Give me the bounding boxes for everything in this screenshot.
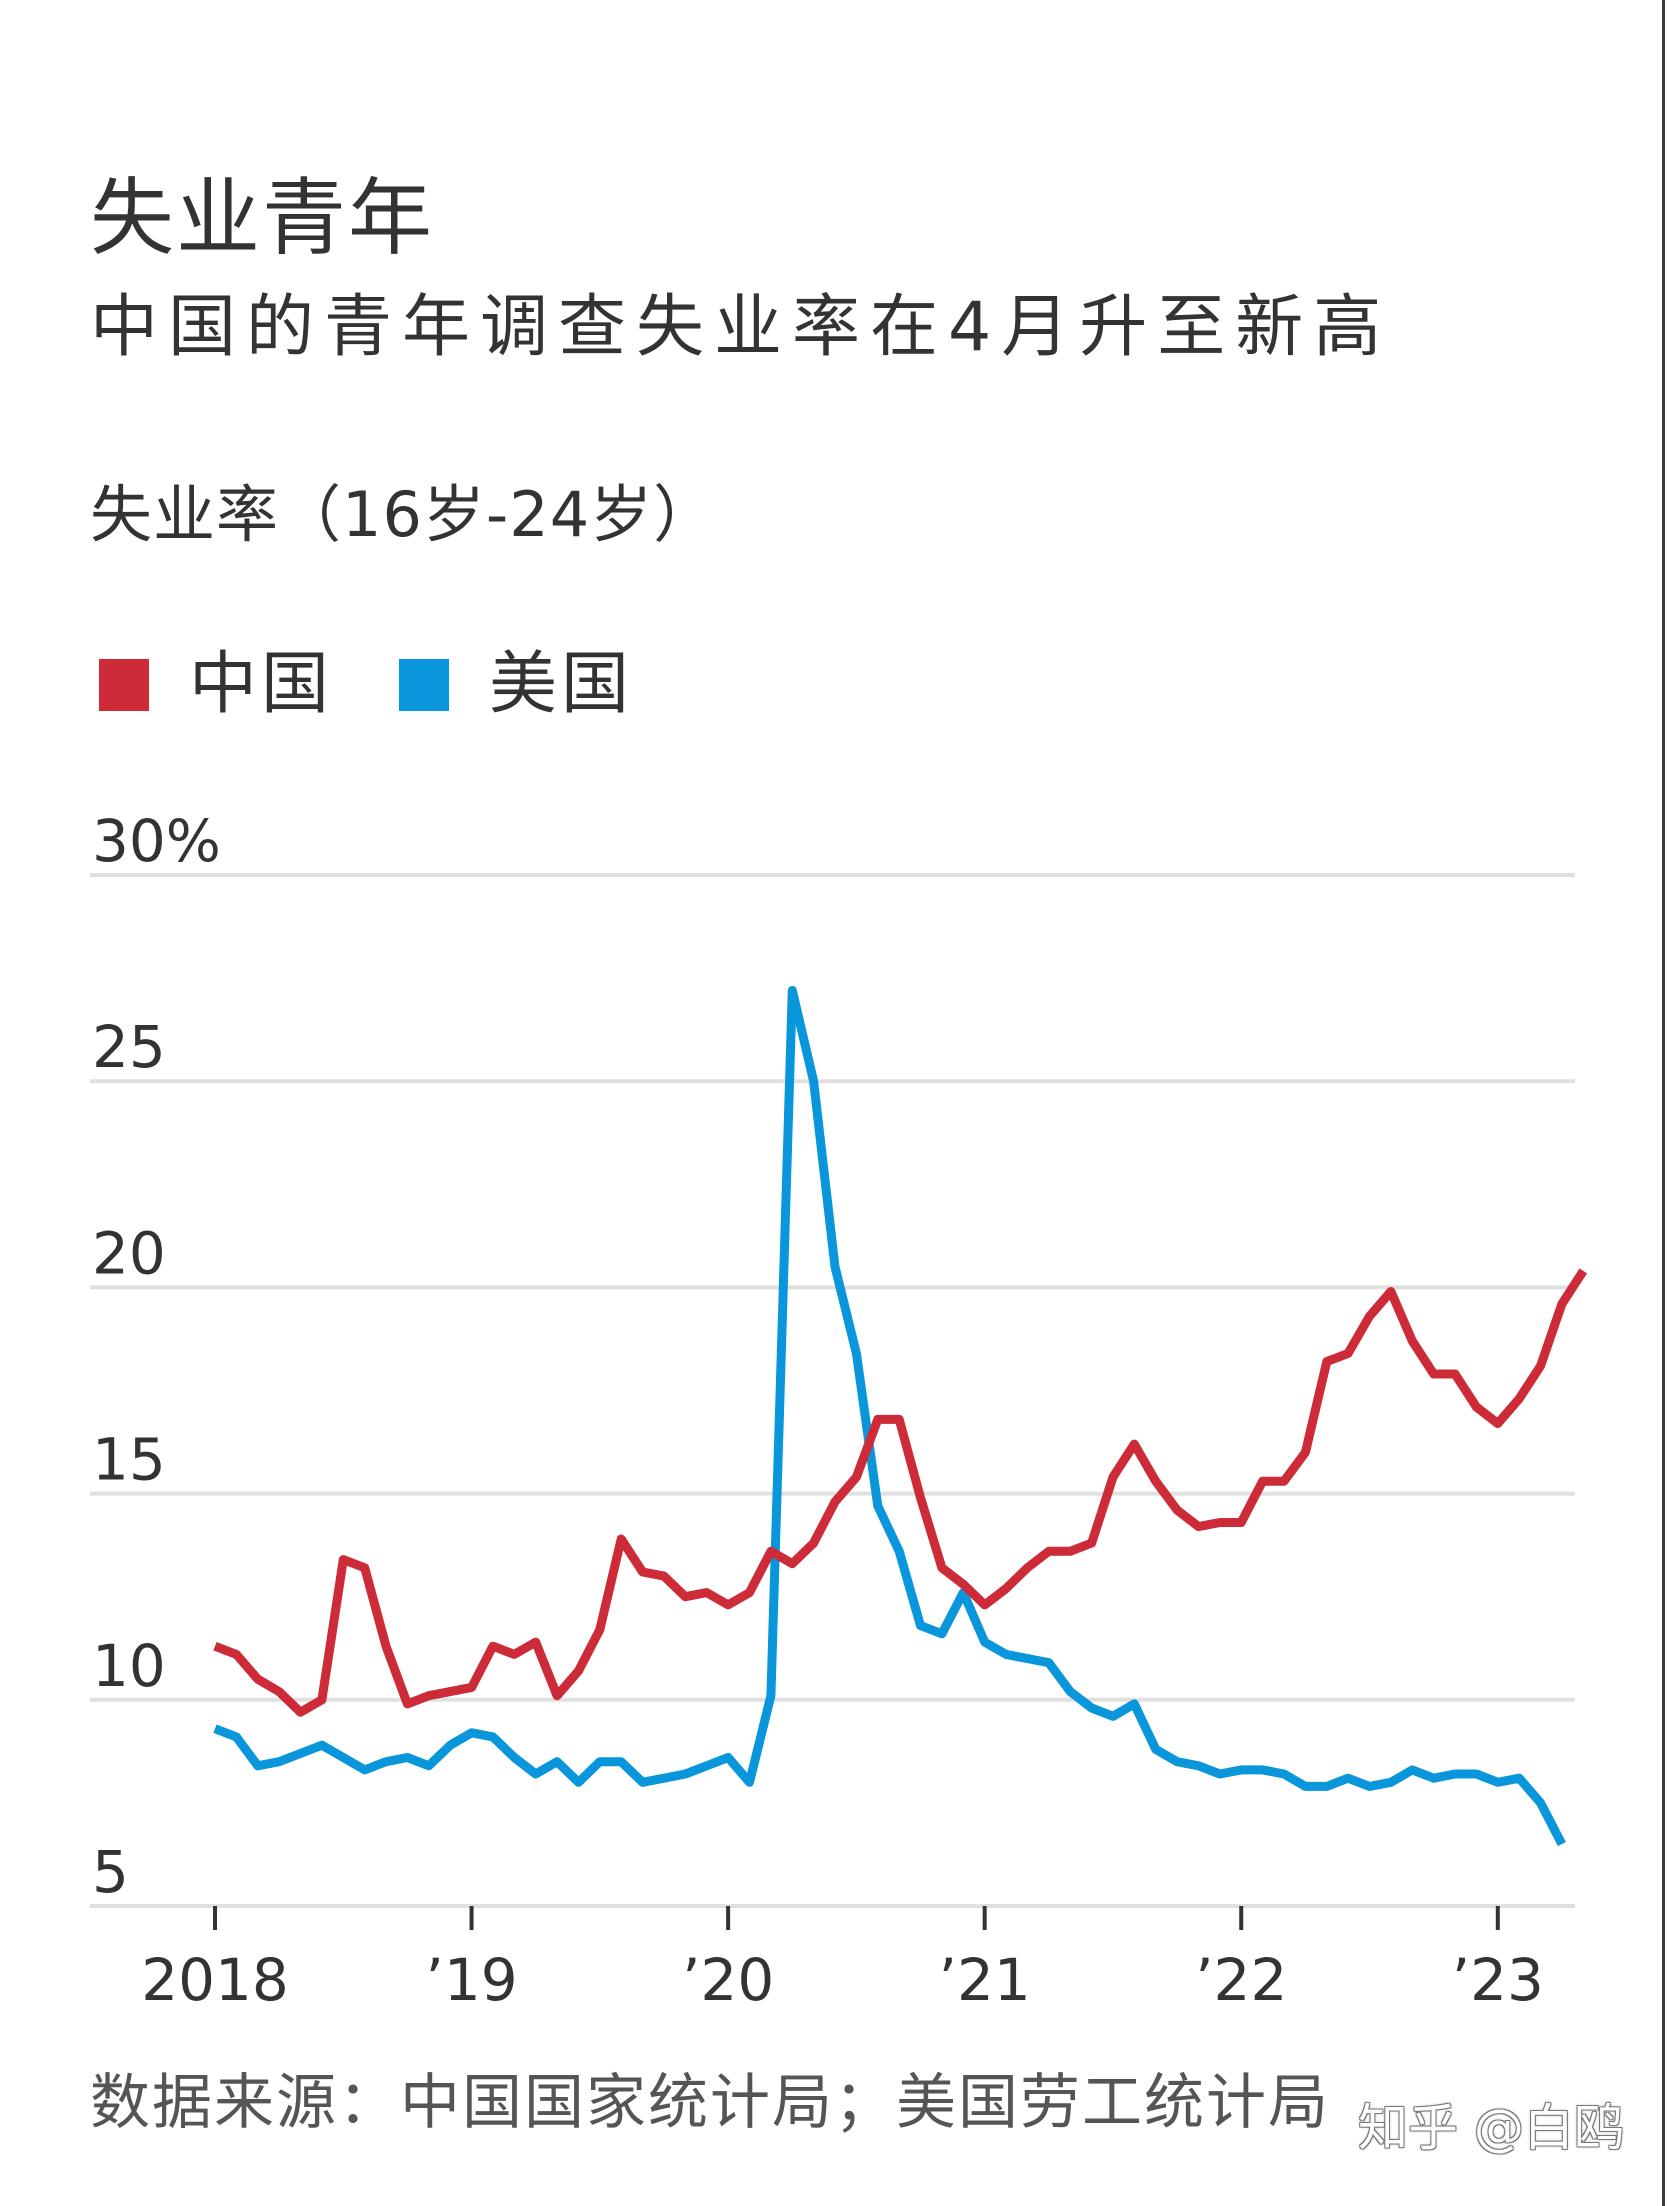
- y-tick-label: 5: [92, 1838, 129, 1906]
- x-tick-label: 2018: [141, 1946, 289, 2014]
- gridlines: [90, 873, 1575, 1908]
- y-axis-labels: 30% 25 20 15 10 5: [92, 807, 221, 1906]
- x-tick-label: ’19: [425, 1946, 517, 2014]
- legend: 中国 美国: [99, 640, 699, 730]
- y-tick-label: 15: [92, 1426, 166, 1494]
- x-tick-label: ’23: [1452, 1946, 1544, 2014]
- legend-item-us: 美国: [399, 640, 633, 730]
- x-tick-label: ’21: [939, 1946, 1031, 2014]
- y-axis-title: 失业率（16岁-24岁）: [90, 478, 717, 551]
- legend-swatch-us: [399, 659, 450, 711]
- watermark: 知乎 @白鸥: [1358, 2099, 1624, 2157]
- x-axis: 2018 ’19 ’20 ’21 ’22 ’23: [141, 1906, 1544, 2014]
- legend-swatch-china: [99, 659, 149, 711]
- y-tick-label: 30%: [92, 807, 221, 875]
- legend-item-china: 中国: [99, 640, 333, 730]
- x-tick-label: ’20: [682, 1946, 774, 2014]
- y-tick-label: 10: [92, 1632, 166, 1700]
- chart-subtitle: 中国的青年调查失业率在4月升至新高: [90, 288, 1392, 367]
- y-tick-label: 25: [92, 1013, 166, 1081]
- chart-title: 失业青年: [90, 169, 435, 267]
- series-line-us: [213, 986, 1566, 1847]
- series-line-china: [213, 1268, 1588, 1717]
- y-tick-label: 20: [92, 1219, 166, 1287]
- legend-label-us: 美国: [489, 645, 634, 724]
- series-lines: [213, 986, 1588, 1847]
- legend-label-china: 中国: [189, 645, 334, 724]
- image-right-border: [1662, 0, 1665, 2206]
- source-note: 数据来源：中国国家统计局；美国劳工统计局: [90, 2068, 1330, 2138]
- x-tick-label: ’22: [1195, 1946, 1287, 2014]
